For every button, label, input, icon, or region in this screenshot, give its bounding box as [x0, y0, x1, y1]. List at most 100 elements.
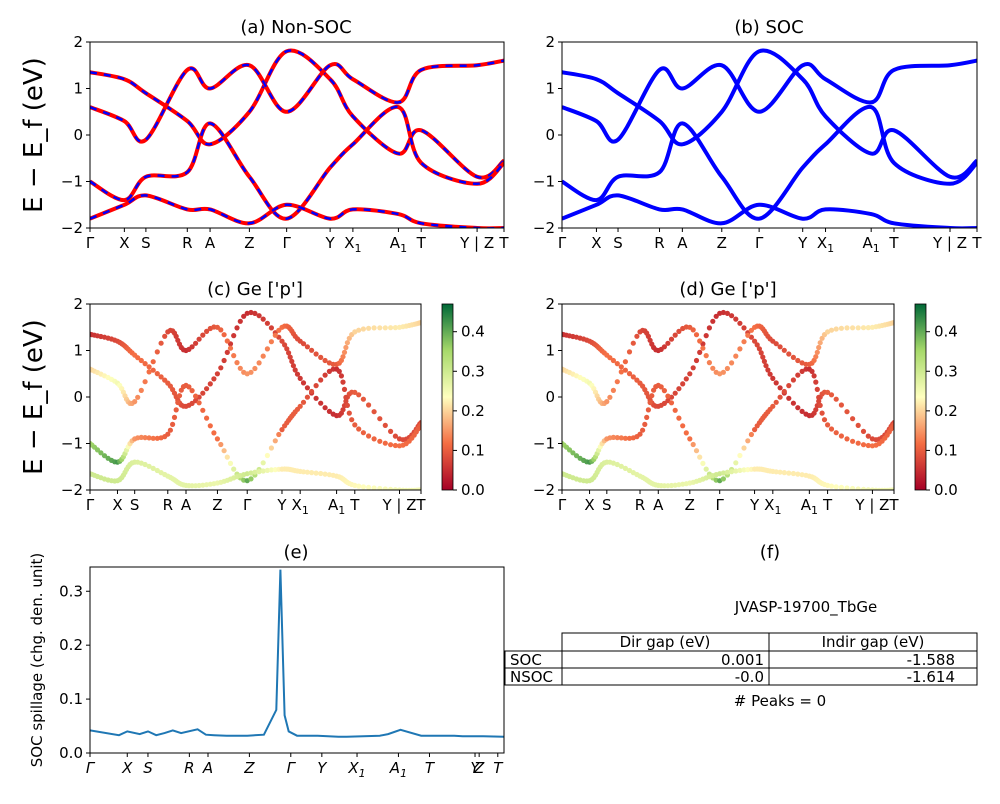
band-point — [737, 320, 743, 326]
panel-b-title: (b) SOC — [734, 17, 803, 38]
band-point — [672, 390, 678, 396]
band-point — [276, 431, 282, 438]
band-point — [761, 358, 768, 364]
band-point — [825, 422, 831, 428]
panel-f-title: (f) — [760, 542, 780, 563]
band-point — [855, 440, 861, 446]
band-point — [204, 328, 210, 334]
y-tick-label: 0.2 — [59, 636, 83, 654]
band-point — [304, 344, 310, 350]
band-point — [855, 422, 861, 428]
band-point — [614, 435, 620, 441]
band-point — [777, 469, 783, 475]
band-point — [318, 377, 324, 383]
band-point — [720, 470, 727, 476]
y-tick-label: 1 — [73, 80, 83, 98]
band-point — [349, 417, 355, 423]
band-point — [891, 422, 894, 428]
band-point — [661, 388, 668, 394]
band-point — [101, 453, 108, 459]
band-point — [614, 379, 620, 385]
band-point — [418, 320, 421, 326]
band-point — [693, 357, 700, 364]
band-point — [289, 358, 295, 364]
x-tick-label: T — [415, 496, 426, 514]
table-row-label: NSOC — [510, 668, 553, 686]
band-point — [799, 472, 805, 478]
band-point — [618, 463, 624, 469]
band-point — [680, 423, 686, 429]
panel-c-yticks: 2 1 0 −1 −2 — [61, 295, 90, 499]
band-point — [763, 363, 769, 369]
band-point — [211, 430, 217, 436]
band-point — [754, 342, 760, 348]
band-point — [781, 388, 787, 395]
band-point — [724, 469, 731, 475]
x-tick-label: A — [181, 496, 192, 514]
colorbar-tick-label: 0.3 — [461, 362, 485, 380]
band-point — [760, 354, 766, 360]
band-point — [189, 400, 195, 406]
band-point — [356, 483, 362, 489]
band-point — [158, 374, 164, 380]
band-point — [790, 400, 797, 406]
band-point — [336, 368, 342, 374]
band-point — [227, 460, 234, 466]
band-point — [865, 433, 871, 439]
x-tick-label: X — [121, 759, 133, 777]
band-point — [313, 383, 319, 389]
panel-a-frame — [89, 41, 505, 229]
band-point — [382, 422, 388, 428]
band-point — [377, 485, 383, 490]
band-point — [204, 386, 210, 392]
x-tick-label: A — [202, 759, 213, 777]
x-tick-label: T — [349, 496, 360, 514]
band-point — [668, 336, 675, 342]
band-point — [838, 325, 845, 331]
band-point — [645, 407, 652, 413]
band-point — [690, 441, 696, 448]
band-point — [165, 431, 171, 437]
band-point — [626, 371, 633, 377]
x-tick-label: R — [184, 759, 194, 777]
band-point — [786, 395, 792, 401]
band-point — [855, 486, 861, 490]
x-tick-label: R — [163, 496, 173, 514]
band-point — [622, 367, 629, 373]
band-point — [697, 349, 703, 355]
band-point — [838, 433, 845, 439]
band-point — [626, 349, 633, 355]
panel-b-frame — [561, 41, 978, 229]
band-point — [741, 325, 747, 331]
band-point — [860, 442, 867, 448]
band-point — [290, 363, 296, 369]
band-point — [214, 371, 220, 377]
band-point — [676, 386, 682, 392]
band-point — [729, 313, 735, 319]
band-point — [790, 354, 797, 360]
band-point — [344, 340, 350, 346]
band-point — [700, 345, 706, 351]
band-point — [844, 436, 850, 442]
x-tick-label: A1 — [801, 496, 818, 517]
band-point — [264, 452, 270, 459]
band-point — [658, 384, 664, 390]
band-point — [813, 407, 819, 413]
band-point — [268, 339, 274, 345]
band-point — [196, 482, 202, 489]
y-tick-label: 2 — [73, 33, 83, 51]
band-point — [724, 310, 731, 316]
band-point — [630, 374, 636, 380]
y-tick-label: 1 — [545, 342, 555, 360]
band-point — [741, 339, 747, 345]
band-point — [860, 428, 867, 434]
x-tick-label: Γ — [558, 234, 567, 252]
band-point — [891, 320, 894, 326]
band-point — [418, 487, 421, 490]
band-point — [795, 357, 801, 364]
table-header-indir: Indir gap (eV) — [822, 633, 925, 651]
band-point — [765, 367, 771, 373]
band-point — [344, 402, 350, 408]
